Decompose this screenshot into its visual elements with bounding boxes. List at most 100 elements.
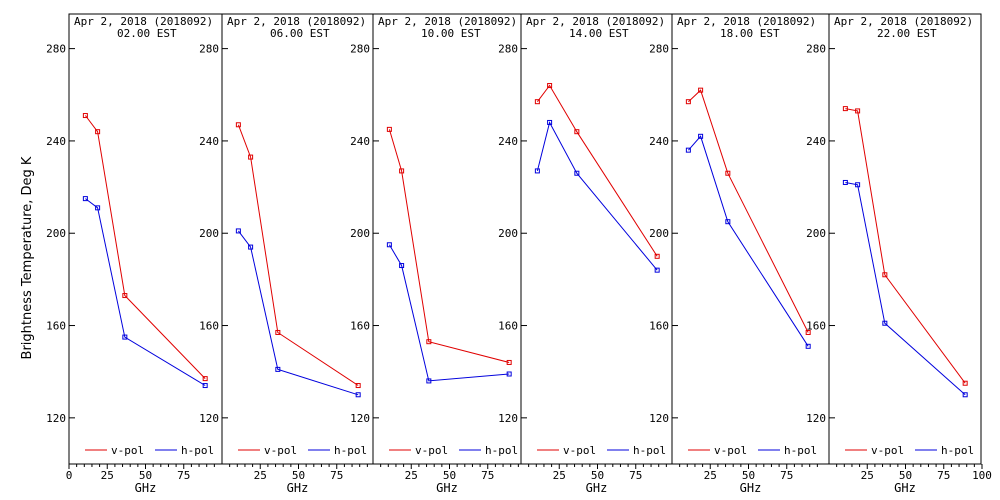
x-tick-label: 25 (704, 469, 717, 482)
data-point-h-pol (426, 378, 432, 384)
data-point-v-pol (386, 126, 392, 132)
series-h-pol (235, 228, 361, 398)
legend-label-h-pol: h-pol (784, 444, 817, 457)
panel-title: Apr 2, 2018 (2018092) (526, 15, 665, 28)
panel-subtitle: 14.00 EST (569, 27, 629, 40)
panel-title: Apr 2, 2018 (2018092) (74, 15, 213, 28)
panel-5: Apr 2, 2018 (2018092)18.00 EST 120 160 200 2… (649, 13, 830, 495)
data-point-v-pol (248, 154, 254, 160)
legend-label-h-pol: h-pol (334, 444, 367, 457)
data-point-h-pol (698, 133, 704, 139)
x-tick-label: 50 (139, 469, 152, 482)
x-tick-label: 50 (742, 469, 755, 482)
series-line-h-pol (536, 121, 658, 271)
data-point-h-pol (654, 267, 660, 273)
series-line-v-pol (388, 129, 510, 363)
y-tick-label: 280 (46, 43, 66, 56)
data-point-h-pol (235, 228, 241, 234)
y-tick-label: 200 (350, 227, 370, 240)
data-point-v-pol (202, 376, 208, 382)
series-line-v-pol (85, 115, 206, 379)
y-tick-label: 160 (199, 320, 219, 333)
y-tick-label: 120 (350, 412, 370, 425)
y-tick-label: 120 (649, 412, 669, 425)
legend-label-v-pol: v-pol (563, 444, 596, 457)
data-point-h-pol (275, 366, 281, 372)
data-point-h-pol (842, 179, 848, 185)
y-tick-label: 240 (498, 135, 518, 148)
y-tick-label: 200 (806, 227, 826, 240)
data-point-v-pol (805, 329, 811, 335)
panel-title: Apr 2, 2018 (2018092) (378, 15, 517, 28)
data-point-v-pol (399, 168, 405, 174)
series-h-pol (685, 133, 811, 349)
panel-subtitle: 10.00 EST (421, 27, 481, 40)
y-tick-label: 120 (46, 412, 66, 425)
y-tick-label: 160 (350, 320, 370, 333)
panel-subtitle: 18.00 EST (720, 27, 780, 40)
data-point-v-pol (574, 129, 580, 135)
data-point-h-pol (82, 196, 88, 202)
x-tick-label: 50 (899, 469, 912, 482)
data-point-v-pol (547, 83, 553, 89)
x-tick-label: 25 (254, 469, 267, 482)
y-tick-label: 160 (649, 320, 669, 333)
data-point-v-pol (534, 99, 540, 105)
data-point-v-pol (725, 170, 731, 176)
series-v-pol (235, 122, 361, 389)
series-line-v-pol (845, 108, 966, 384)
x-tick-label: 100 (972, 469, 992, 482)
panel-4: Apr 2, 2018 (2018092)14.00 EST 120 160 200 2… (498, 13, 673, 495)
data-point-h-pol (506, 371, 512, 377)
y-tick-label: 280 (806, 43, 826, 56)
series-line-h-pol (688, 135, 809, 347)
x-axis-label: GHz (586, 481, 608, 495)
x-tick-label: 75 (629, 469, 642, 482)
y-axis-label: Brightness Temperature, Deg K (20, 156, 35, 359)
series-line-h-pol (845, 182, 966, 396)
data-point-h-pol (574, 170, 580, 176)
data-point-h-pol (202, 383, 208, 389)
legend: v-pol h-pol (688, 444, 817, 457)
x-tick-label: 50 (443, 469, 456, 482)
panel-subtitle: 06.00 EST (270, 27, 330, 40)
data-point-h-pol (248, 244, 254, 250)
legend-label-h-pol: h-pol (485, 444, 518, 457)
series-line-h-pol (388, 244, 510, 382)
data-point-v-pol (426, 339, 432, 345)
y-tick-label: 280 (649, 43, 669, 56)
x-tick-label: 25 (101, 469, 114, 482)
data-point-h-pol (355, 392, 361, 398)
data-point-v-pol (235, 122, 241, 128)
data-point-v-pol (95, 129, 101, 135)
data-point-v-pol (842, 106, 848, 112)
y-tick-label: 240 (46, 135, 66, 148)
y-tick-label: 120 (199, 412, 219, 425)
data-point-v-pol (654, 253, 660, 259)
legend-label-h-pol: h-pol (941, 444, 974, 457)
data-point-h-pol (534, 168, 540, 174)
data-point-h-pol (805, 343, 811, 349)
panel-frame (828, 13, 982, 465)
data-point-v-pol (855, 108, 861, 114)
y-tick-label: 280 (350, 43, 370, 56)
x-axis-label: GHz (135, 481, 157, 495)
series-line-v-pol (688, 89, 809, 333)
data-point-v-pol (882, 272, 888, 278)
data-point-h-pol (725, 219, 731, 225)
series-line-h-pol (85, 198, 206, 386)
series-line-h-pol (238, 230, 359, 396)
legend: v-pol h-pol (85, 444, 214, 457)
series-line-v-pol (537, 84, 658, 257)
legend-label-v-pol: v-pol (415, 444, 448, 457)
series-h-pol (534, 119, 660, 273)
y-tick-label: 200 (46, 227, 66, 240)
series-h-pol (82, 196, 208, 389)
x-tick-label: 75 (330, 469, 343, 482)
x-axis-label: GHz (894, 481, 916, 495)
x-tick-label: 75 (937, 469, 950, 482)
y-tick-label: 120 (498, 412, 518, 425)
series-v-pol (685, 87, 811, 335)
